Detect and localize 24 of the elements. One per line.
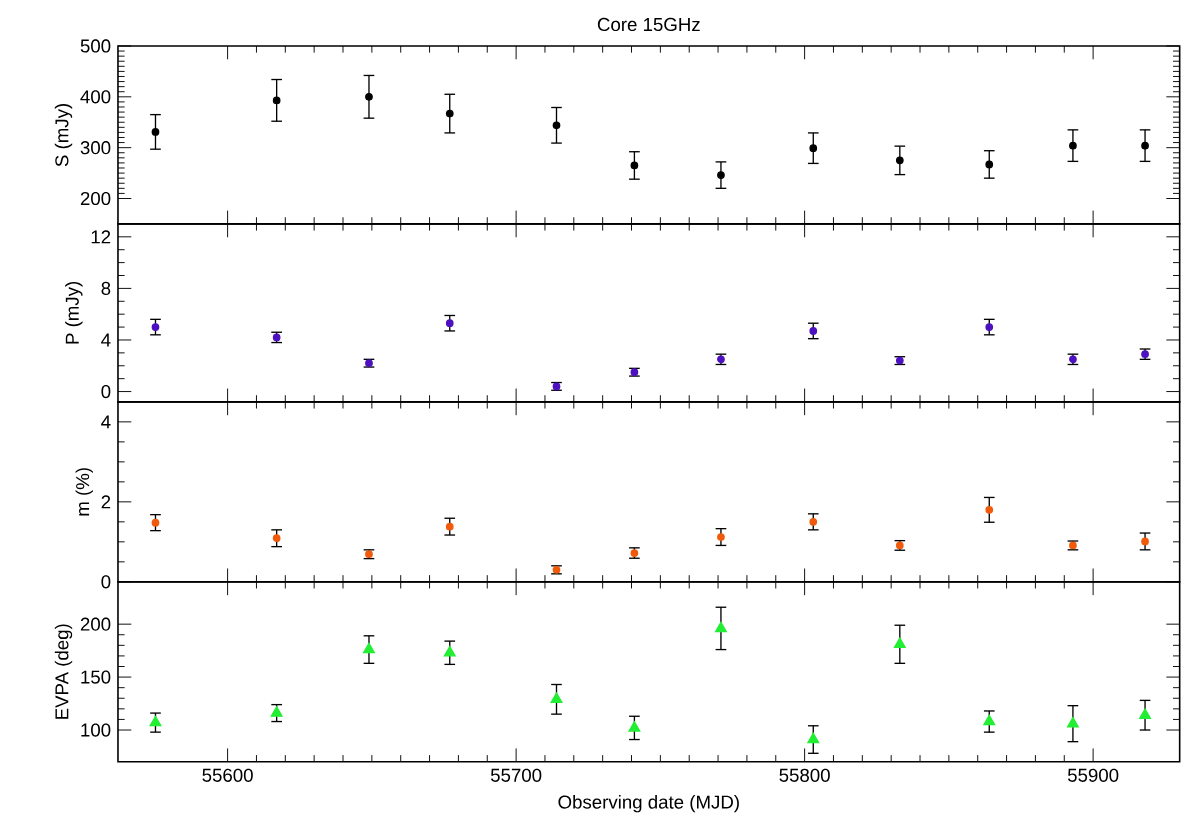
y-axis-title: EVPA (deg) xyxy=(54,624,73,719)
y-axis-title: P (mJy) xyxy=(65,282,83,344)
y-tick-label: 200 xyxy=(80,617,111,631)
y-axis-title: S (mJy) xyxy=(54,104,73,167)
y-tick-label: 4 xyxy=(101,415,111,429)
y-tick-label: 8 xyxy=(101,281,111,296)
y-tick-label: 4 xyxy=(101,333,111,347)
y-tick-label: 0 xyxy=(101,385,111,399)
x-tick-label: 55700 xyxy=(490,768,542,782)
y-tick-label: 0 xyxy=(101,575,111,589)
y-tick-label: 12 xyxy=(91,230,111,244)
x-tick-label: 55600 xyxy=(202,768,253,782)
y-tick-label: 2 xyxy=(101,495,111,509)
y-tick-label: 500 xyxy=(80,39,111,53)
x-axis-title: Observing date (MJD) xyxy=(558,795,739,813)
chart-title: Core 15GHz xyxy=(597,17,700,32)
y-tick-label: 300 xyxy=(80,141,111,155)
x-tick-label: 55900 xyxy=(1067,768,1119,782)
y-tick-label: 200 xyxy=(80,192,111,206)
y-tick-label: 150 xyxy=(81,670,111,684)
y-tick-label: 100 xyxy=(81,723,111,737)
y-axis-title: m (%) xyxy=(75,468,93,516)
x-tick-label: 55800 xyxy=(779,768,830,782)
y-tick-label: 400 xyxy=(80,90,111,104)
